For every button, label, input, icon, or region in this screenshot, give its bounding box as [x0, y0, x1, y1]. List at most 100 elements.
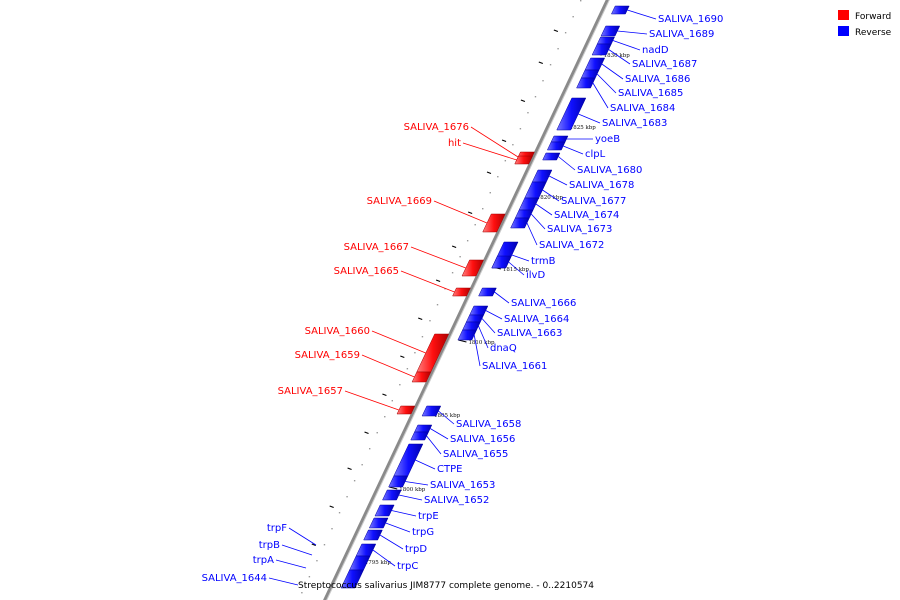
reverse-gene[interactable] [410, 431, 429, 441]
reverse-gene[interactable] [340, 569, 364, 589]
track-dot [542, 80, 544, 82]
reverse-gene-label[interactable]: SALIVA_1653 [430, 480, 495, 491]
reverse-gene-label[interactable]: trpC [397, 561, 418, 572]
reverse-gene[interactable] [374, 504, 395, 517]
forward-gene-label[interactable]: SALIVA_1665 [334, 266, 399, 277]
reverse-gene-label[interactable]: CTPE [437, 464, 462, 475]
track-dot [489, 192, 491, 194]
reverse-gene-label[interactable]: SALIVA_1658 [456, 419, 521, 430]
reverse-gene-label[interactable]: trpG [412, 527, 434, 538]
reverse-gene-label[interactable]: SALIVA_1673 [547, 224, 612, 235]
forward-gene[interactable] [514, 155, 533, 165]
reverse-gene-label[interactable]: ilvD [526, 270, 545, 281]
gene-leader-line [379, 534, 404, 550]
reverse-gene-label[interactable]: SALIVA_1674 [554, 210, 619, 221]
outer-track [301, 0, 582, 594]
legend-reverse-swatch [838, 26, 849, 36]
track-dot [436, 304, 439, 306]
reverse-gene-label[interactable]: SALIVA_1690 [658, 14, 723, 25]
reverse-gene-label[interactable]: trpA [253, 555, 274, 566]
forward-gene[interactable] [411, 371, 432, 383]
reverse-gene-label[interactable]: SALIVA_1687 [632, 59, 697, 70]
reverse-gene[interactable] [596, 36, 615, 45]
reverse-gene-label[interactable]: trpD [405, 544, 427, 555]
gene-leader-line [405, 481, 429, 486]
forward-gene-label[interactable]: SALIVA_1659 [295, 350, 360, 361]
reverse-gene[interactable] [478, 287, 497, 297]
reverse-gene-label[interactable]: dnaQ [490, 343, 517, 354]
reverse-gene[interactable] [491, 255, 512, 269]
reverse-gene[interactable] [421, 405, 442, 417]
reverse-gene[interactable] [546, 141, 566, 151]
reverse-gene[interactable] [600, 25, 621, 37]
track-dot [572, 16, 574, 18]
reverse-gene[interactable] [457, 329, 477, 341]
reverse-gene[interactable] [611, 5, 630, 15]
forward-gene-label[interactable]: SALIVA_1669 [367, 196, 432, 207]
reverse-gene[interactable] [518, 197, 540, 211]
forward-gene[interactable] [416, 333, 450, 373]
forward-gene-label[interactable]: SALIVA_1660 [305, 326, 370, 337]
reverse-gene-label[interactable]: SALIVA_1664 [504, 314, 569, 325]
reverse-gene-label[interactable]: SALIVA_1652 [424, 495, 489, 506]
reverse-gene-label[interactable]: trpF [267, 523, 287, 534]
reverse-gene[interactable] [550, 135, 569, 143]
reverse-gene[interactable] [382, 489, 402, 501]
gene-labels: SALIVA_1690 SALIVA_1689 nadD SALIVA_1687 SAL… [202, 9, 723, 586]
reverse-gene[interactable] [531, 169, 553, 183]
reverse-gene-label[interactable]: nadD [642, 45, 669, 56]
forward-gene-label[interactable]: SALIVA_1657 [278, 386, 343, 397]
reverse-gene[interactable] [576, 77, 596, 89]
forward-gene[interactable] [452, 287, 471, 297]
reverse-gene[interactable] [462, 321, 481, 331]
reverse-gene[interactable] [556, 97, 587, 131]
reverse-gene[interactable] [355, 543, 377, 557]
forward-gene-label[interactable]: SALIVA_1667 [344, 242, 409, 253]
reverse-gene-label[interactable]: SALIVA_1672 [539, 240, 604, 251]
reverse-gene-label[interactable]: trmB [531, 256, 556, 267]
reverse-gene-label[interactable]: SALIVA_1663 [497, 328, 562, 339]
reverse-gene[interactable] [584, 57, 606, 71]
reverse-gene[interactable] [465, 314, 485, 323]
reverse-gene-label[interactable]: yoeB [595, 134, 620, 145]
reverse-gene-label[interactable]: clpL [585, 149, 606, 160]
reverse-gene-label[interactable]: SALIVA_1689 [649, 29, 714, 40]
forward-gene[interactable] [482, 213, 506, 233]
reverse-gene[interactable] [414, 424, 433, 433]
track-dot [368, 448, 371, 450]
reverse-gene[interactable] [514, 209, 534, 219]
reverse-gene-label[interactable]: SALIVA_1684 [610, 103, 675, 114]
gene-leader-line [268, 577, 299, 586]
gene-leader-line [494, 291, 510, 304]
reverse-gene[interactable] [349, 555, 371, 571]
reverse-gene[interactable] [363, 529, 383, 541]
track-dot [482, 208, 484, 210]
forward-gene[interactable] [396, 405, 416, 415]
reverse-gene[interactable] [469, 305, 489, 316]
gene-leader-line [578, 113, 601, 124]
forward-gene-label[interactable]: hit [448, 138, 461, 149]
reverse-gene-label[interactable]: trpE [418, 511, 439, 522]
reverse-gene-label[interactable]: SALIVA_1683 [602, 118, 667, 129]
reverse-gene-label[interactable]: SALIVA_1655 [443, 449, 508, 460]
forward-gene[interactable] [461, 259, 484, 277]
reverse-gene[interactable] [388, 475, 409, 488]
reverse-gene[interactable] [542, 152, 561, 161]
reverse-gene-label[interactable]: SALIVA_1685 [618, 88, 683, 99]
reverse-gene[interactable] [591, 43, 612, 56]
reverse-gene[interactable] [580, 69, 600, 79]
reverse-gene-label[interactable]: SALIVA_1661 [482, 361, 547, 372]
reverse-gene-label[interactable]: SALIVA_1680 [577, 165, 642, 176]
reverse-gene-label[interactable]: SALIVA_1666 [511, 298, 576, 309]
reverse-gene[interactable] [510, 217, 530, 229]
reverse-gene-label[interactable]: SALIVA_1686 [625, 74, 690, 85]
reverse-gene-label[interactable]: SALIVA_1678 [569, 180, 634, 191]
reverse-gene-label[interactable]: SALIVA_1677 [561, 196, 626, 207]
reverse-gene-label[interactable]: SALIVA_1656 [450, 434, 515, 445]
gene-leader-line [470, 126, 519, 158]
reverse-gene-label[interactable]: trpB [259, 540, 280, 551]
reverse-gene[interactable] [368, 517, 389, 529]
forward-gene-label[interactable]: SALIVA_1676 [404, 122, 469, 133]
reverse-gene-label[interactable]: SALIVA_1644 [202, 573, 267, 584]
